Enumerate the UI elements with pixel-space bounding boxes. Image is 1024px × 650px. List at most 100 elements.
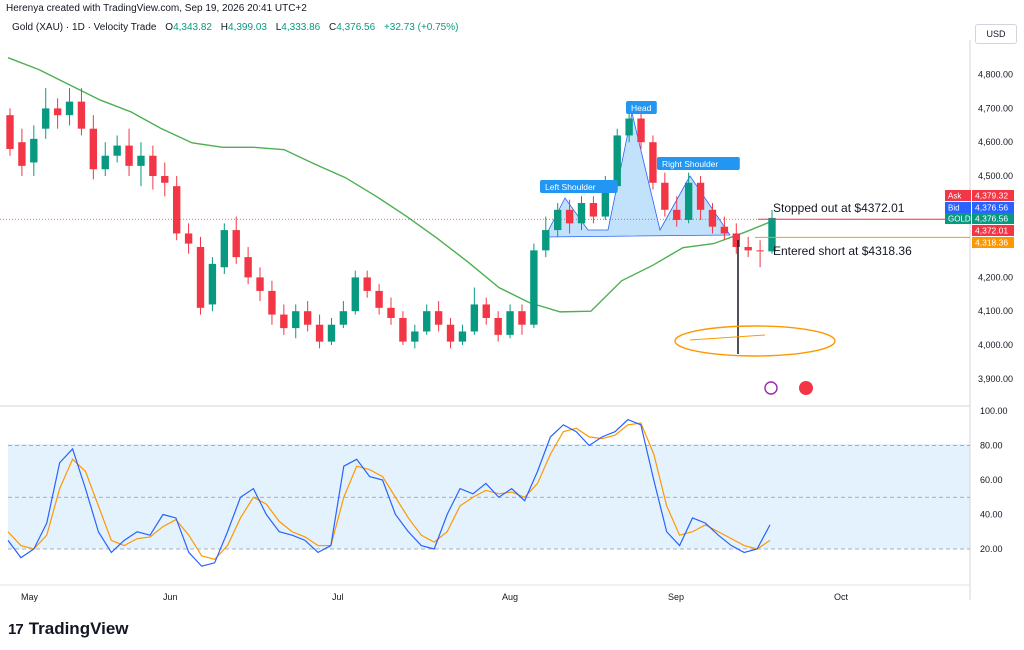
candle-body [423,311,431,332]
ohlc-close: C4,376.56 [329,22,376,33]
candle-body [280,314,288,329]
price-tick: 4,500.00 [978,171,1013,181]
candle-body [42,108,50,129]
candle-body [387,307,395,318]
candle-body [113,145,121,156]
currency-button[interactable]: USD [975,24,1017,44]
author-line: Herenya created with TradingView.com, Se… [6,3,307,14]
candle-body [601,186,610,217]
candle-body [30,138,38,163]
candle-body [327,324,336,342]
candle-body [172,186,181,234]
candle-body [208,263,217,305]
pattern-label: Right Shoulder [662,159,718,169]
pattern-label-box [626,101,657,114]
candle-body [315,324,324,342]
candle-body [577,203,586,224]
candle-body [244,257,252,278]
candle-body [363,277,371,291]
time-label: Sep [668,592,684,602]
time-label: Aug [502,592,518,602]
price-tag-value: 4,372.01 [975,226,1008,236]
price-tag-box [972,213,1014,224]
price-tick: 3,900.00 [978,374,1013,384]
candle-body [268,290,276,315]
price-tag-box [972,237,1014,248]
tradingview-logo: 17 TradingView [8,619,129,638]
price-tag-value: 4,318.36 [975,238,1008,248]
candle-body [565,209,574,224]
candle-body [518,311,526,325]
candle-body [232,230,240,258]
candle-body [351,277,359,312]
candle-body [434,311,443,325]
price-tick: 4,700.00 [978,103,1013,113]
target-mark [689,334,766,341]
moving-average-line [7,57,776,313]
symbol-info: Gold (XAU) · 1D · Velocity Trade O4,343.… [12,22,458,33]
candle-body [744,246,752,251]
candle-body [196,246,205,308]
stoch-d-line [7,422,771,561]
candle-body [446,324,455,342]
candle-body [292,311,300,329]
candle-body [720,226,729,234]
price-tag-box [972,202,1014,213]
candle-body [542,230,550,251]
candle-body [553,209,562,231]
price-tag-value: 4,379.32 [975,191,1008,201]
price-tag-label: Ask [948,192,962,201]
candle-body [589,203,598,217]
candle-body [375,290,383,308]
pattern-label-box [540,180,618,193]
candle-body [256,277,264,291]
price-tick: 4,000.00 [978,340,1013,350]
candle-body [673,209,681,220]
stoch-tick: 20.00 [980,544,1003,554]
candle-body [89,128,98,170]
candle-body [625,118,633,136]
candle-body [732,233,740,247]
candle-body [756,250,764,252]
candle-body [101,155,109,170]
pattern-label-box [657,157,740,170]
flag-icon [799,381,813,395]
candle-body [458,331,467,342]
price-change: +32.73 (+0.75%) [383,22,459,33]
entry-annotation: Entered short at $4318.36 [773,244,912,258]
candle-body [18,142,26,166]
candle-body [696,182,705,210]
symbol-name[interactable]: Gold (XAU) · 1D · Velocity Trade [12,22,157,33]
candle-body [149,155,157,176]
candle-body [530,250,538,325]
candle-body [708,209,717,227]
time-label: May [21,592,39,602]
stop-annotation: Stopped out at $4372.01 [773,201,905,215]
price-tag-value: 4,376.56 [975,214,1008,224]
candle-body [494,317,502,335]
stoch-tick: 40.00 [980,510,1003,520]
candle-body [161,176,169,183]
candle-body [6,115,14,149]
candle-body [77,101,86,129]
price-tag-label: Bid [948,204,960,213]
time-label: Jun [163,592,178,602]
stoch-tick: 100.00 [980,406,1008,416]
candle-body [482,304,490,318]
ohlc-open: O4,343.82 [165,22,212,33]
candle-body [470,304,479,332]
price-tick: 4,200.00 [978,272,1013,282]
price-tag-box [972,190,1014,201]
pattern-label: Left Shoulder [545,182,596,192]
candle-body [684,182,693,220]
price-tag-label-box [945,213,971,224]
stoch-tick: 80.00 [980,441,1003,451]
candle-body [649,142,657,183]
stoch-band [8,444,970,549]
event-icon [764,381,778,395]
candle-body [768,217,776,252]
time-label: Oct [834,592,849,602]
stoch-k-line [7,418,771,567]
price-tick: 4,600.00 [978,137,1013,147]
